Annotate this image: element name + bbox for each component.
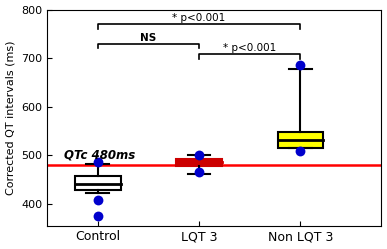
Text: * p<0.001: * p<0.001 [223, 43, 276, 53]
Point [95, 214, 101, 218]
Point [297, 149, 303, 153]
Text: QTc 480ms: QTc 480ms [64, 149, 135, 162]
Point [196, 153, 202, 157]
Bar [75, 176, 121, 190]
Text: * p<0.001: * p<0.001 [173, 13, 226, 23]
Point [297, 63, 303, 67]
Y-axis label: Corrected QT intervals (ms): Corrected QT intervals (ms) [5, 40, 15, 195]
Bar [277, 132, 323, 148]
Bar [176, 159, 222, 166]
Point [95, 198, 101, 202]
Point [95, 161, 101, 165]
Point [196, 170, 202, 174]
Text: NS: NS [140, 33, 156, 43]
